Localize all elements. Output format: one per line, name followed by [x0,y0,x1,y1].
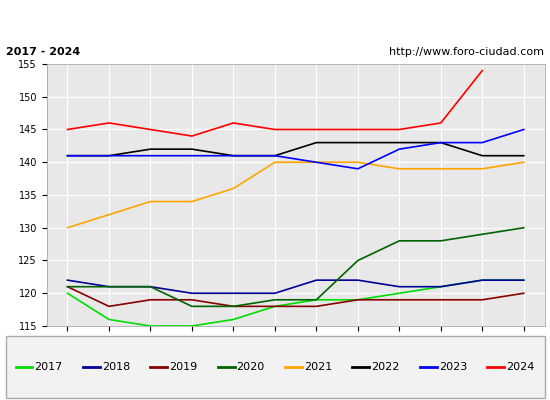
Text: 2023: 2023 [439,362,467,372]
Text: 2020: 2020 [236,362,265,372]
Text: 2022: 2022 [371,362,400,372]
Text: 2017 - 2024: 2017 - 2024 [6,47,80,57]
Text: 2018: 2018 [102,362,130,372]
Text: 2017: 2017 [35,362,63,372]
Text: 2019: 2019 [169,362,197,372]
Text: http://www.foro-ciudad.com: http://www.foro-ciudad.com [389,47,544,57]
Text: Evolucion num de emigrantes en Medina-Sidonia: Evolucion num de emigrantes en Medina-Si… [65,14,485,28]
Text: 2024: 2024 [506,362,535,372]
Text: 2021: 2021 [304,362,332,372]
